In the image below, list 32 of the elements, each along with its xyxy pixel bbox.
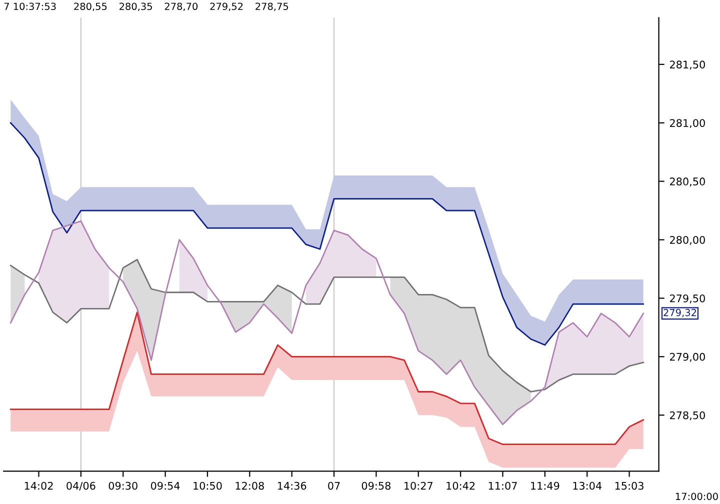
y-tick-label: 280,50 xyxy=(670,178,705,186)
x-tick-label: 14:02 xyxy=(24,482,53,490)
text: 279,52 xyxy=(210,2,243,12)
line-series xyxy=(10,220,644,426)
y-tick-label: 279,00 xyxy=(670,352,705,362)
x-tick-label: 10:50 xyxy=(194,482,222,490)
text: 7 10:37:53 xyxy=(4,2,56,10)
x-tick-label: 15:03 xyxy=(615,482,644,490)
x-tick-label: 10:27 xyxy=(404,482,432,490)
x-tick-label: 09:30 xyxy=(108,482,138,490)
x-tick-label: 07 xyxy=(328,482,340,490)
text: 280,55 xyxy=(74,2,107,12)
x-tick-label: 04/06 xyxy=(66,482,96,491)
x-tick-label: 14:36 xyxy=(278,482,306,490)
x-tick-label: 09:54 xyxy=(150,482,180,490)
y-tick-label: 281,50 xyxy=(670,60,705,70)
line-series xyxy=(10,258,644,392)
x-tick-label: 13:04 xyxy=(573,482,602,490)
x-tick-label: 11:07 xyxy=(488,482,517,490)
x-tick-label: 10:42 xyxy=(446,482,475,490)
text: 278,75 xyxy=(256,2,288,12)
x-tick-label: 09:58 xyxy=(362,482,390,490)
text: 280,35 xyxy=(120,2,152,12)
text: 17:00:00 xyxy=(676,492,718,500)
y-tick-label: 278,50 xyxy=(670,411,705,420)
text: 278,70 xyxy=(164,2,198,12)
y-tick-label: 279,50 xyxy=(670,294,705,304)
text: 279,32 xyxy=(664,308,696,318)
y-tick-label: 281,00 xyxy=(670,119,705,128)
y-tick-label: 280,00 xyxy=(670,236,705,245)
x-tick-label: 11:49 xyxy=(531,482,560,490)
x-tick-label: 12:08 xyxy=(236,482,264,490)
